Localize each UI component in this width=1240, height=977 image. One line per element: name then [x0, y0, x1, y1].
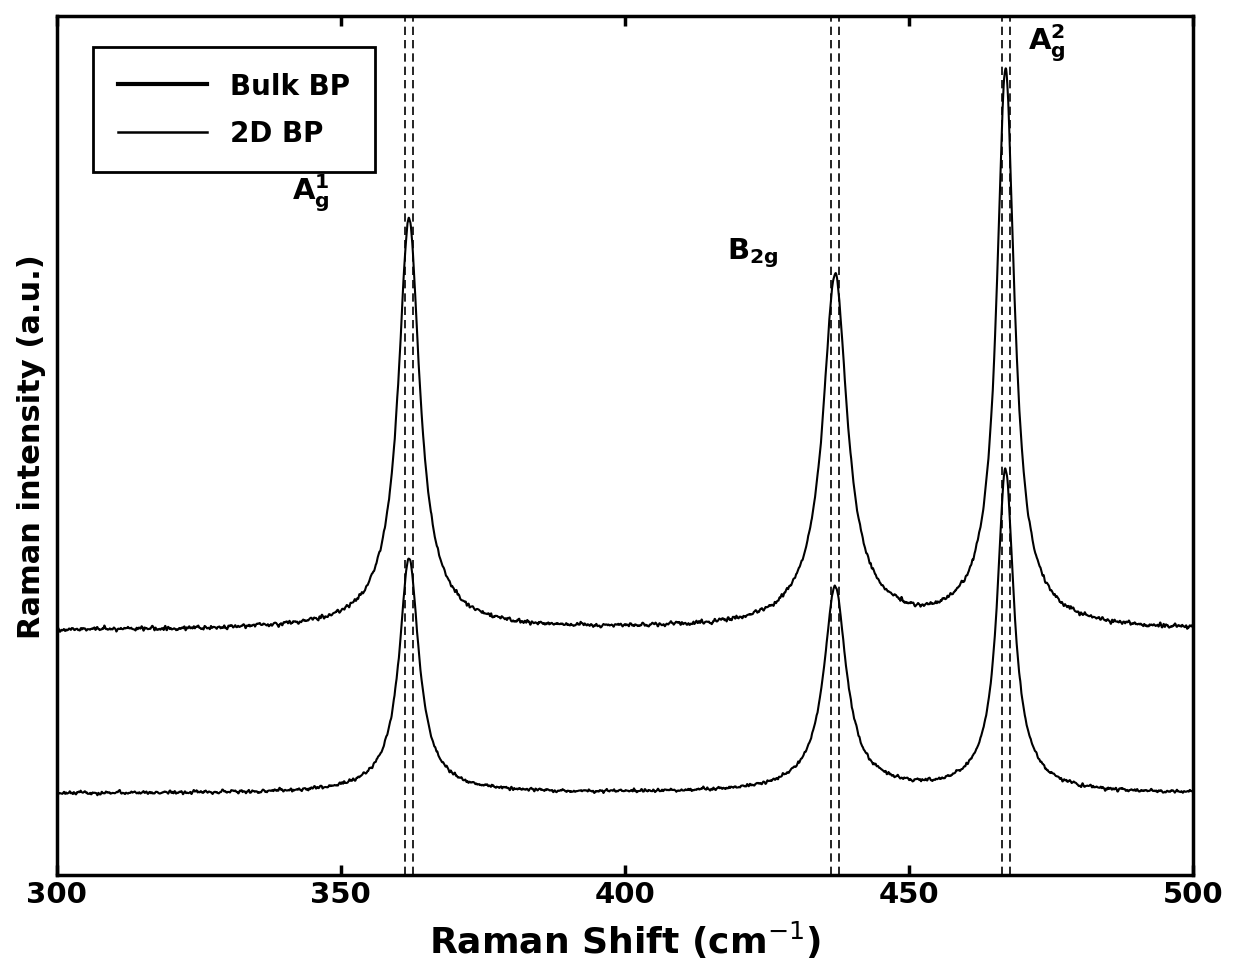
Text: $\mathbf{A^2_g}$: $\mathbf{A^2_g}$ — [1028, 22, 1066, 64]
Text: $\mathbf{B_{2g}}$: $\mathbf{B_{2g}}$ — [727, 235, 779, 270]
X-axis label: Raman Shift (cm$^{-1}$): Raman Shift (cm$^{-1}$) — [429, 919, 821, 960]
Text: $\mathbf{A^1_g}$: $\mathbf{A^1_g}$ — [291, 172, 330, 213]
Y-axis label: Raman intensity (a.u.): Raman intensity (a.u.) — [16, 254, 46, 638]
Legend: Bulk BP, 2D BP: Bulk BP, 2D BP — [93, 48, 374, 173]
